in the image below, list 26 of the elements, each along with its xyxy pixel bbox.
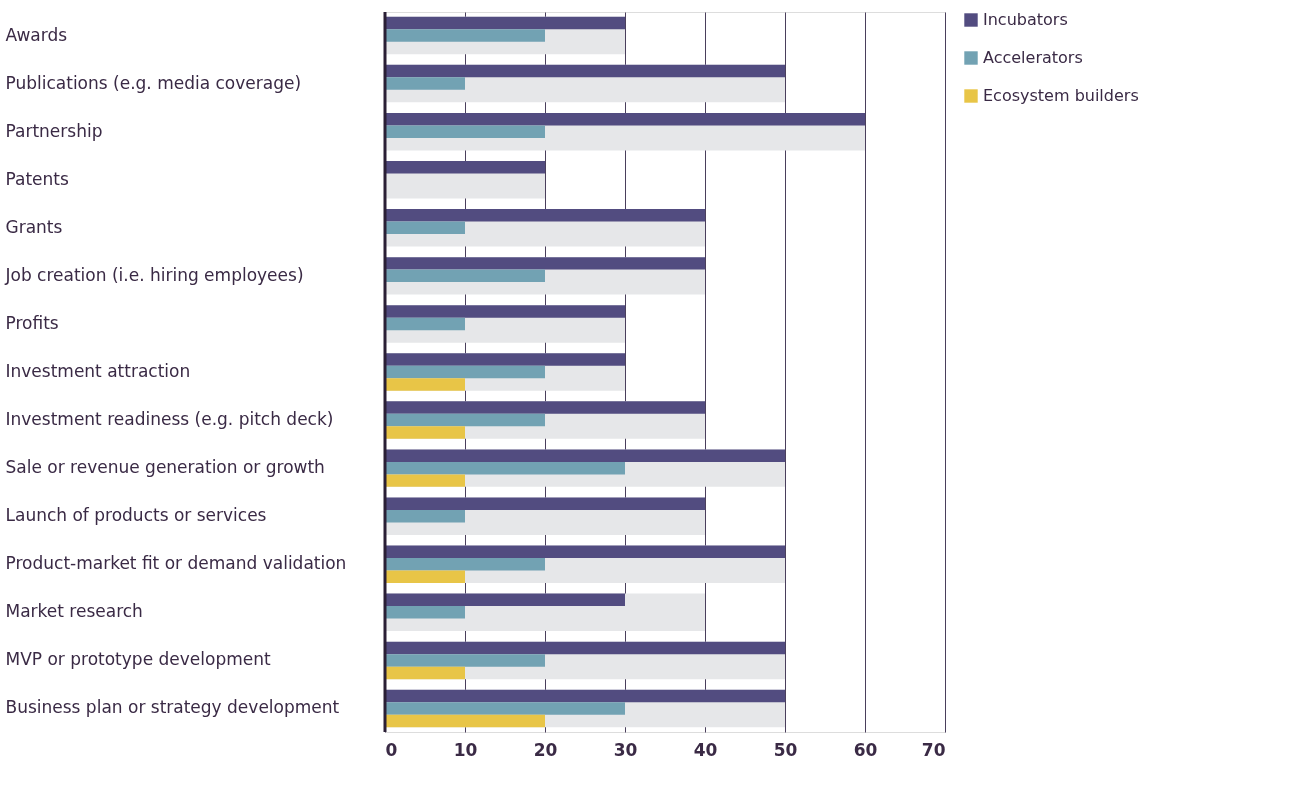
y-tick-label: MVP or prototype development [5,649,271,670]
legend-label: Incubators [983,10,1068,29]
x-tick-label: 10 [453,739,478,760]
y-tick-label: Market research [5,601,143,622]
x-tick-label: 60 [853,739,878,760]
y-tick-label: Publications (e.g. media coverage) [5,72,302,93]
x-tick-label: 20 [533,739,558,760]
x-tick-label: 0 [385,739,398,760]
y-tick-label: Awards [5,24,68,45]
y-tick-label: Patents [5,168,69,189]
y-tick-label: Profits [5,312,59,333]
y-tick-label: Sale or revenue generation or growth [5,457,325,478]
y-tick-label: Product-market fit or demand validation [5,553,347,574]
legend-label: Accelerators [983,48,1083,67]
y-tick-label: Grants [5,216,63,237]
y-tick-label: Investment attraction [5,361,191,381]
x-tick-label: 40 [693,739,718,760]
x-tick-label: 70 [921,739,946,760]
x-tick-label: 50 [773,739,798,760]
y-tick-label: Business plan or strategy development [5,697,340,718]
y-tick-label: Investment readiness (e.g. pitch deck) [5,409,334,430]
y-tick-label: Partnership [5,120,103,141]
y-tick-label: Job creation (i.e. hiring employees) [4,264,304,285]
legend-label: Ecosystem builders [983,86,1139,105]
x-tick-label: 30 [613,739,638,760]
y-tick-label: Launch of products or services [5,505,267,526]
